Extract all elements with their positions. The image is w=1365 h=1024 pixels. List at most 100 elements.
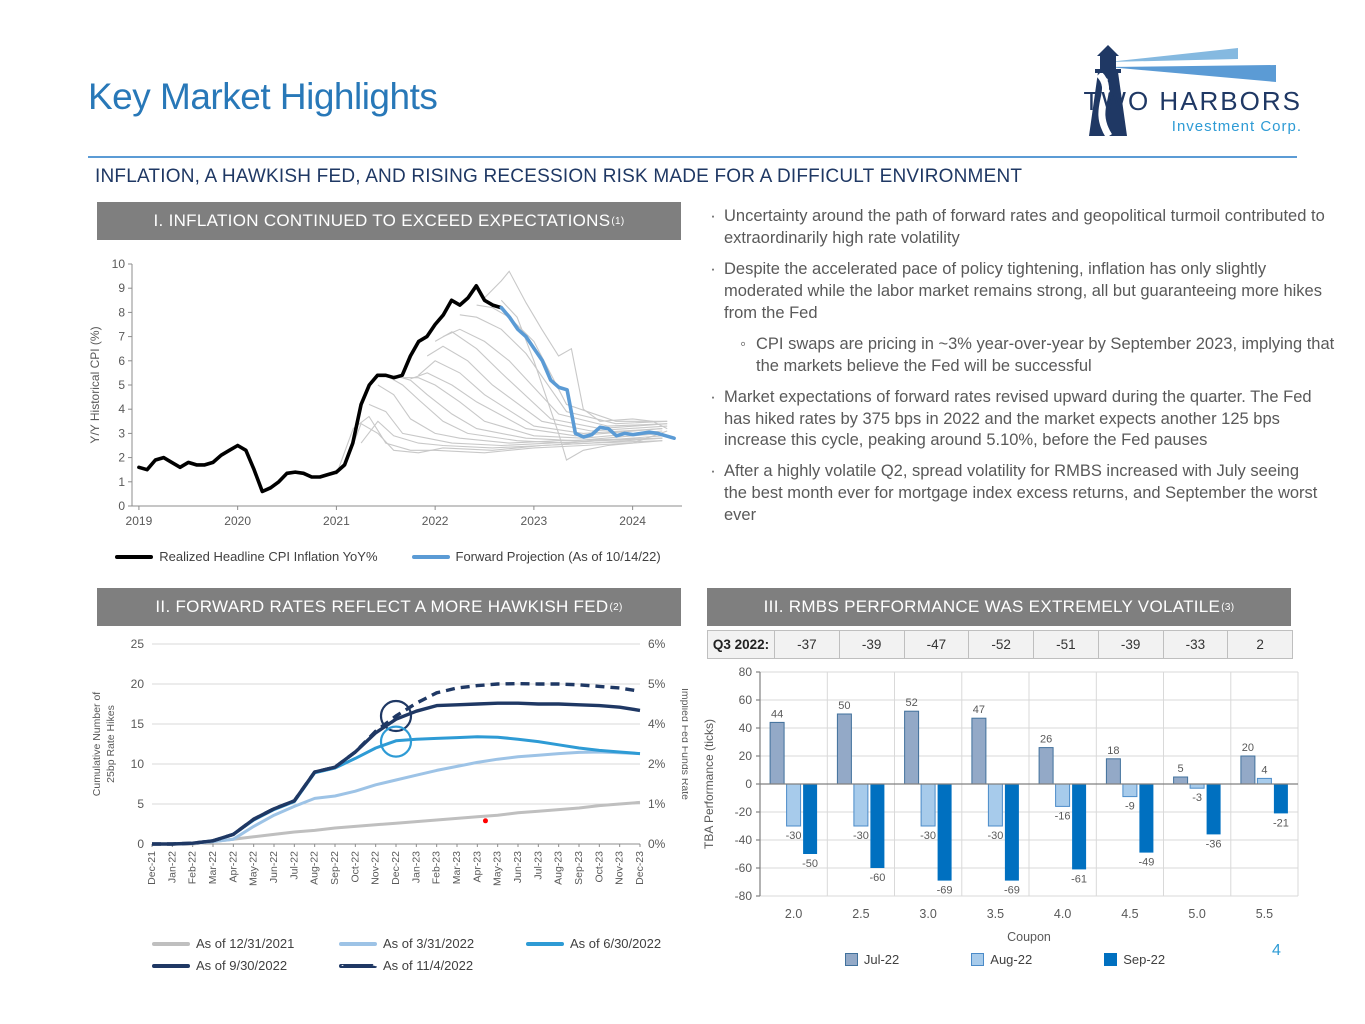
bullet-text: CPI swaps are pricing in ~3% year-over-y… [756,334,1335,375]
svg-text:4.0: 4.0 [1054,907,1071,921]
svg-text:2022: 2022 [422,514,449,528]
bullet-text: Despite the accelerated pace of policy t… [724,259,1322,322]
svg-text:5: 5 [1178,763,1184,775]
hikes-chart: 0 0% 5 1% 10 2% 15 4% 20 5% 25 6% Dec-21 Jan-22 Feb-22… [91,637,688,886]
legend-square-swatch [971,953,985,966]
legend-item: As of 12/31/2021 [152,936,339,951]
summary-value: -52 [968,631,1033,658]
panel1-header: I. INFLATION CONTINUED TO EXCEED EXPECTA… [97,202,681,240]
legend-line-swatch [526,941,564,946]
bullet-marker: · [710,462,716,481]
legend-label: Realized Headline CPI Inflation YoY% [159,549,378,564]
legend-item: Sep-22 [1104,952,1165,967]
svg-text:2023: 2023 [521,514,548,528]
svg-text:20: 20 [131,677,145,691]
panel3-footnote: (3) [1221,601,1235,613]
bullet-marker: · [710,259,716,278]
svg-text:-69: -69 [1004,885,1020,897]
panel2-header: II. FORWARD RATES REFLECT A MORE HAWKISH… [97,588,681,626]
svg-text:Y/Y Historical CPI (%): Y/Y Historical CPI (%) [88,326,102,443]
svg-text:3.5: 3.5 [987,907,1004,921]
svg-text:50: 50 [838,700,850,712]
bullet-marker: · [710,387,716,406]
svg-text:Cumulative Number of: Cumulative Number of [91,692,103,797]
svg-text:9: 9 [118,281,125,295]
svg-text:25bp Rate Hikes: 25bp Rate Hikes [105,705,117,783]
svg-text:-36: -36 [1206,838,1222,850]
company-logo: TWO HARBORS Investment Corp. [1084,45,1301,138]
svg-text:47: 47 [973,704,985,716]
summary-value: 2 [1227,631,1292,658]
legend-label: As of 9/30/2022 [196,958,288,973]
bullet-list: · Uncertainty around the path of forward … [702,206,1334,536]
svg-text:-61: -61 [1071,873,1087,885]
summary-value: -39 [1097,631,1163,658]
svg-text:3.0: 3.0 [919,907,936,921]
svg-text:-9: -9 [1125,801,1135,813]
svg-text:-50: -50 [802,858,818,870]
svg-text:15: 15 [131,717,145,731]
legend-line-swatch [339,963,377,968]
legend-label: Sep-22 [1123,952,1166,967]
svg-text:5%: 5% [648,677,666,691]
svg-text:-30: -30 [786,830,802,842]
svg-text:-20: -20 [735,805,753,819]
summary-label: Q3 2022: [712,637,770,652]
panel2-footnote: (2) [609,601,623,613]
legend-line-swatch [152,941,190,946]
svg-text:Feb-23: Feb-23 [431,851,443,884]
legend-label: Aug-22 [990,952,1033,967]
svg-text:Oct-23: Oct-23 [593,851,605,883]
svg-text:-21: -21 [1273,817,1289,829]
bullet-text: Market expectations of forward rates rev… [724,387,1312,450]
svg-text:Jun-23: Jun-23 [512,851,524,883]
cpi-chart: 0 1 2 3 4 5 6 7 8 9 10 2019 2020 2021 2022 2023 2024 Y/Y … [88,257,682,528]
svg-text:10: 10 [112,257,126,271]
panel1-footnote: (1) [611,215,625,227]
svg-text:Dec-23: Dec-23 [634,851,646,885]
legend-square-swatch [1104,953,1118,966]
svg-text:4.5: 4.5 [1121,907,1138,921]
legend-item: Aug-22 [971,952,1032,967]
svg-text:40: 40 [739,721,753,735]
svg-text:Dec-22: Dec-22 [390,851,402,885]
svg-text:2.0: 2.0 [785,907,802,921]
svg-text:6%: 6% [648,637,666,651]
legend-line-swatch [115,554,154,559]
svg-text:May-23: May-23 [492,851,504,886]
hikes-legend: As of 12/31/2021 As of 3/31/2022 As of 6/3… [152,936,692,980]
svg-text:Sep-22: Sep-22 [329,851,341,885]
svg-text:Jun-22: Jun-22 [268,851,280,883]
svg-text:Aug-23: Aug-23 [553,851,565,885]
svg-text:44: 44 [771,708,783,720]
svg-text:1%: 1% [648,797,666,811]
svg-text:25: 25 [131,637,145,651]
svg-text:Implied Fed Funds Rate: Implied Fed Funds Rate [679,688,688,800]
summary-value: -39 [838,631,904,658]
svg-text:8: 8 [118,305,125,319]
svg-text:2019: 2019 [126,514,153,528]
cpi-legend: Realized Headline CPI Inflation YoY% Forw… [88,549,688,564]
bullet-item: ◦ CPI swaps are pricing in ~3% year-over-… [730,334,1354,378]
summary-value: -51 [1033,631,1098,658]
summary-value: -37 [774,631,839,658]
svg-text:-60: -60 [869,872,885,884]
rmbs-legend: Jul-22 Aug-22 Sep-22 [745,952,1265,967]
svg-text:2024: 2024 [619,514,646,528]
svg-text:Nov-23: Nov-23 [614,851,626,885]
svg-text:10: 10 [131,757,145,771]
svg-text:Coupon: Coupon [1007,930,1051,944]
summary-row: Q3 2022: -37 -39 -47 -52 -51 -39 -33 2 [707,630,1293,659]
legend-square-swatch [844,953,858,966]
svg-text:0: 0 [745,777,752,791]
svg-text:Sep-23: Sep-23 [573,851,585,885]
svg-text:Mar-23: Mar-23 [451,851,463,884]
bullet-item: · Market expectations of forward rates re… [702,387,1326,453]
legend-item: As of 9/30/2022 [152,958,339,973]
svg-text:1: 1 [118,475,125,489]
page-title: Key Market Highlights [88,76,438,117]
svg-text:Apr-23: Apr-23 [471,851,483,883]
legend-item: Forward Projection (As of 10/14/22) [411,549,661,564]
summary-value: -47 [903,631,969,658]
svg-text:Jul-23: Jul-23 [532,851,544,880]
